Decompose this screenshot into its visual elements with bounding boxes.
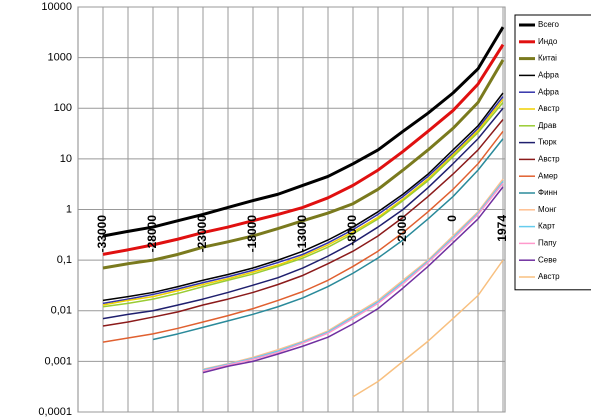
x-tick-label: -18000: [245, 215, 259, 253]
series-line: [102, 119, 504, 327]
series-line: [102, 107, 504, 320]
legend-label: Австр: [538, 104, 560, 113]
legend-label: Драв: [538, 121, 557, 130]
y-tick-label: 0,1: [57, 254, 72, 266]
series-line: [102, 43, 505, 256]
x-tick-label: -28000: [145, 215, 159, 253]
series-line: [102, 98, 504, 306]
x-tick-label: -33000: [95, 215, 109, 253]
x-tick-label: -23000: [195, 215, 209, 253]
series-line: [102, 130, 504, 343]
y-tick-label: 1000: [48, 52, 72, 64]
legend-label: Афра: [538, 71, 559, 80]
legend-label: Папу: [538, 239, 557, 248]
legend-label: Карт: [538, 222, 555, 231]
legend-label: Австр: [538, 155, 560, 164]
legend-label: Монг: [538, 205, 557, 214]
series-line: [102, 96, 504, 305]
y-tick-label: 0,01: [51, 305, 72, 317]
series-line: [102, 26, 505, 238]
x-tick-label: -8000: [345, 215, 359, 246]
series-line: [102, 92, 504, 302]
legend-label: Севе: [538, 255, 557, 264]
legend-label: Афра: [538, 87, 559, 96]
series-line: [202, 186, 504, 374]
legend-label: Австр: [538, 272, 560, 281]
y-tick-label: 1: [66, 203, 72, 215]
y-tick-label: 100: [54, 102, 72, 114]
series-line: [152, 138, 504, 341]
series-line: [202, 182, 504, 372]
legend-label: Индо: [538, 37, 558, 46]
y-tick-label: 10: [60, 153, 72, 165]
legend-label: Всего: [538, 20, 560, 29]
x-tick-label: -2000: [395, 215, 409, 246]
legend-label: Финн: [538, 188, 557, 197]
y-tick-label: 10000: [41, 1, 72, 13]
series-line: [102, 102, 504, 308]
series-line: [202, 180, 504, 371]
y-tick-label: 0,0001: [38, 406, 72, 418]
x-tick-label: -13000: [295, 215, 309, 253]
y-tick-label: 0,001: [44, 355, 72, 367]
series-line: [102, 59, 505, 270]
legend-label: Тюрк: [538, 138, 557, 147]
x-tick-label: 1974: [495, 215, 509, 242]
legend-label: Китаі: [538, 54, 557, 63]
legend-label: Амер: [538, 171, 558, 180]
x-tick-label: 0: [445, 215, 459, 222]
series-line: [202, 178, 504, 370]
series-line: [352, 259, 504, 398]
